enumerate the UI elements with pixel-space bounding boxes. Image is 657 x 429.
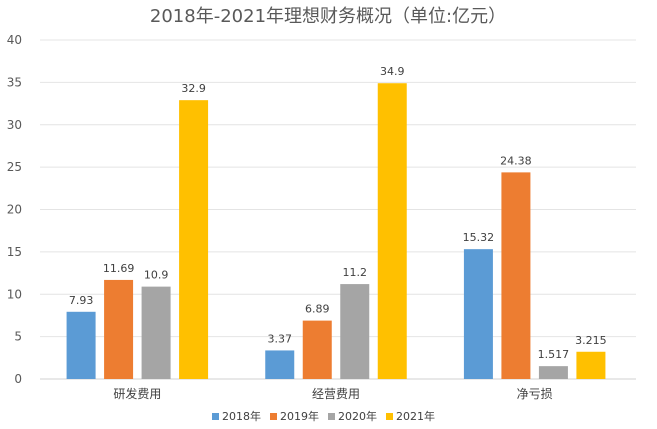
y-axis: 0 5 10 15 20 25 30 35 40 (7, 33, 22, 386)
x-axis: 研发费用 经营费用 净亏损 (113, 386, 552, 401)
y-tick-label: 5 (14, 330, 22, 344)
y-tick-label: 30 (7, 118, 22, 132)
y-tick-label: 0 (14, 372, 22, 386)
legend-label: 2019年 (280, 409, 319, 423)
data-label: 10.9 (144, 269, 169, 282)
chart-title: 2018年-2021年理想财务概况（单位:亿元） (150, 6, 506, 27)
legend: 2018年 2019年 2020年 2021年 (212, 409, 435, 423)
legend-swatch (270, 413, 277, 420)
y-tick-label: 10 (7, 287, 22, 301)
bar (501, 172, 531, 379)
bar (104, 279, 134, 379)
bar (463, 249, 493, 379)
y-tick-label: 15 (7, 245, 22, 259)
data-label: 34.9 (380, 65, 405, 78)
bar (66, 311, 96, 379)
category-label: 经营费用 (312, 387, 360, 401)
bar (179, 100, 209, 380)
data-label: 3.37 (268, 332, 293, 345)
data-label: 6.89 (305, 303, 330, 316)
bar (377, 83, 407, 379)
y-tick-label: 20 (7, 203, 22, 217)
legend-swatch (328, 413, 335, 420)
data-label: 1.517 (538, 348, 570, 361)
bar (576, 351, 606, 379)
data-label: 15.32 (463, 231, 495, 244)
legend-label: 2021年 (396, 409, 435, 423)
data-label: 7.93 (69, 294, 94, 307)
legend-label: 2020年 (338, 409, 377, 423)
legend-label: 2018年 (222, 409, 261, 423)
y-tick-label: 40 (7, 33, 22, 47)
y-tick-label: 35 (7, 75, 22, 89)
category-label: 净亏损 (517, 387, 553, 401)
bar (302, 320, 332, 379)
data-label: 24.38 (500, 154, 532, 167)
data-label: 11.69 (103, 262, 135, 275)
legend-swatch (386, 413, 393, 420)
data-label: 32.9 (181, 82, 206, 95)
legend-swatch (212, 413, 219, 420)
grid-lines (40, 39, 636, 380)
bar (538, 366, 568, 379)
bar (265, 350, 295, 379)
bar (340, 284, 370, 379)
data-label: 3.215 (575, 334, 607, 347)
category-label: 研发费用 (113, 386, 161, 401)
y-tick-label: 25 (7, 160, 22, 174)
data-label: 11.2 (343, 266, 368, 279)
bars: 7.93 11.69 10.9 32.9 3.37 6.89 11.2 34.9 15.32 24… (66, 65, 607, 380)
bar (141, 286, 171, 379)
